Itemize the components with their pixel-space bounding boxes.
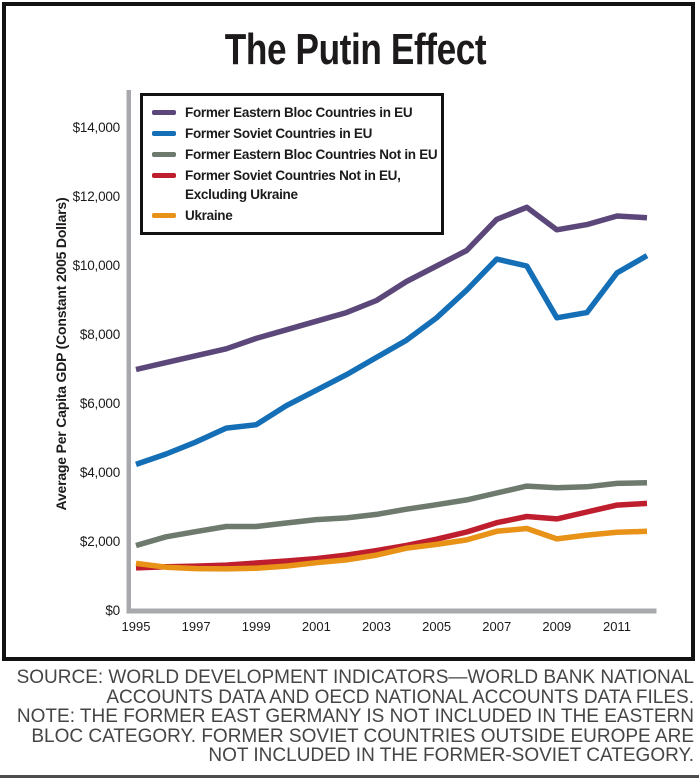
legend: Former Eastern Bloc Countries in EU Forme…: [140, 93, 444, 235]
legend-row-ukraine: Ukraine: [152, 206, 436, 225]
legend-swatch: [152, 131, 176, 136]
x-tick-label: 1999: [241, 619, 271, 634]
x-tick-label: 2007: [482, 619, 512, 634]
legend-label: Former Soviet Countries Not in EU, Exclud…: [185, 168, 401, 202]
y-tick-label: $12,000: [72, 189, 121, 204]
y-tick-label: $6,000: [79, 396, 120, 411]
y-tick-label: $8,000: [79, 327, 120, 342]
y-tick-label: $14,000: [72, 120, 121, 135]
x-tick-label: 2005: [422, 619, 452, 634]
caption-block: SOURCE: WORLD DEVELOPMENT INDICATORS—WOR…: [6, 668, 694, 766]
y-tick-label: $0: [105, 603, 120, 618]
legend-swatch: [152, 173, 176, 178]
y-tick-label: $2,000: [79, 534, 120, 549]
legend-label: Former Eastern Bloc Countries Not in EU: [185, 147, 438, 162]
x-tick-label: 2003: [362, 619, 391, 634]
legend-label: Former Eastern Bloc Countries in EU: [185, 105, 413, 120]
legend-label: Former Soviet Countries in EU: [185, 126, 373, 141]
chart-title: The Putin Effect: [224, 25, 487, 74]
note-text: NOTE: THE FORMER EAST GERMANY IS NOT INC…: [16, 706, 694, 766]
x-tick-label: 2011: [602, 619, 631, 634]
x-tick-label: 2009: [542, 619, 572, 634]
legend-row-former-soviet-countries-in-eu: Former Soviet Countries in EU: [152, 124, 436, 143]
source-text: SOURCE: WORLD DEVELOPMENT INDICATORS—WOR…: [16, 667, 694, 708]
legend-swatch: [152, 152, 176, 157]
y-axis-title: Average Per Capita GDP (Constant 2005 Do…: [53, 197, 69, 511]
legend-row-former-soviet-countries-not-in-eu-excluding-ukraine: Former Soviet Countries Not in EU, Exclud…: [152, 166, 436, 204]
legend-swatch: [152, 110, 176, 115]
x-tick-label: 1997: [181, 619, 211, 634]
legend-row-former-eastern-bloc-countries-not-in-eu: Former Eastern Bloc Countries Not in EU: [152, 145, 438, 164]
bottom-rule: [0, 775, 699, 778]
x-tick-label: 1995: [121, 619, 151, 634]
y-tick-label: $4,000: [79, 465, 120, 480]
y-tick-label: $10,000: [72, 258, 121, 273]
x-tick-label: 2001: [301, 619, 331, 634]
legend-label: Ukraine: [185, 208, 233, 223]
legend-row-former-eastern-bloc-countries-in-eu: Former Eastern Bloc Countries in EU: [152, 103, 436, 122]
legend-swatch: [152, 213, 176, 218]
